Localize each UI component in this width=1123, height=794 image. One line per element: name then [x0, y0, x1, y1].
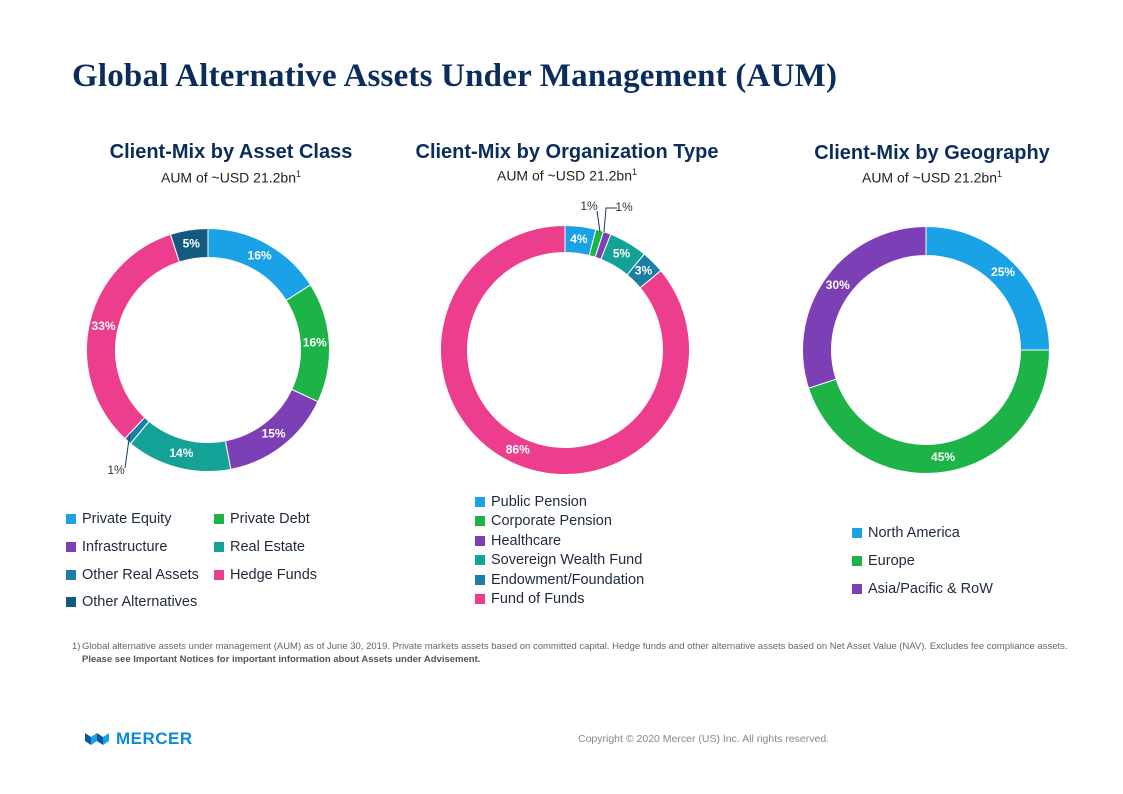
- slice-private-equity: [207, 227, 312, 302]
- data-label: 33%: [92, 319, 116, 333]
- mercer-logo-icon: [85, 733, 109, 745]
- data-label: 45%: [931, 450, 955, 464]
- legend-swatch: [475, 575, 485, 585]
- legend-label: Fund of Funds: [491, 591, 585, 607]
- chart-1-subtitle: AUM of ~USD 21.2bn1: [160, 169, 302, 186]
- legend-item-north-america: North America: [852, 525, 960, 541]
- legend-item-private-equity: Private Equity: [66, 511, 171, 527]
- data-label: 1%: [580, 199, 598, 213]
- data-label: 16%: [248, 248, 272, 262]
- legend-swatch: [852, 584, 862, 594]
- footnote-body: Global alternative assets under manageme…: [82, 641, 1068, 652]
- legend-swatch: [66, 570, 76, 580]
- legend-item-private-debt: Private Debt: [214, 511, 310, 527]
- legend-label: Europe: [868, 553, 915, 569]
- legend-label: Asia/Pacific & RoW: [868, 581, 993, 597]
- legend-item-infrastructure: Infrastructure: [66, 539, 167, 555]
- legend-swatch: [475, 536, 485, 546]
- data-label: 4%: [570, 232, 588, 246]
- legend-label: Private Debt: [230, 511, 310, 527]
- donut-chart-2: 4% 1% 1% 5% 3% 86%: [440, 199, 690, 475]
- mercer-logo-text: MERCER: [116, 729, 193, 748]
- legend-label: Private Equity: [82, 511, 172, 527]
- legend-label: Corporate Pension: [491, 513, 612, 529]
- data-label: 5%: [613, 247, 631, 261]
- slice-hedge-funds: [86, 233, 181, 440]
- chart-2-title: Client-Mix by Organization Type: [415, 141, 719, 163]
- footnote-number: 1): [72, 641, 81, 652]
- legend-swatch: [852, 528, 862, 538]
- slice-fund-of-funds: [440, 224, 690, 475]
- legend-label: Sovereign Wealth Fund: [491, 552, 643, 568]
- footnote-text: Global alternative assets under manageme…: [72, 640, 1082, 666]
- legend-swatch: [475, 516, 485, 526]
- legend-item-hedge-funds: Hedge Funds: [214, 567, 317, 583]
- slice-europe: [807, 349, 1051, 474]
- slice-asia-pacific-row: [802, 225, 927, 389]
- data-label: 30%: [826, 278, 850, 292]
- legend-swatch: [475, 594, 485, 604]
- copyright: Copyright © 2020 Mercer (US) Inc. All ri…: [578, 733, 830, 745]
- legend-swatch: [475, 497, 485, 507]
- legend-label: Other Alternatives: [82, 594, 198, 610]
- chart-2-subtitle: AUM of ~USD 21.2bn1: [496, 167, 638, 184]
- data-label: 25%: [991, 265, 1015, 279]
- leader-line: [603, 207, 617, 233]
- legend-item-healthcare: Healthcare: [475, 533, 561, 549]
- legend-swatch: [214, 570, 224, 580]
- mercer-logo: MERCER: [84, 729, 193, 749]
- legend-item-corporate-pension: Corporate Pension: [475, 513, 612, 529]
- legend-label: Endowment/Foundation: [491, 572, 645, 588]
- data-label: 16%: [303, 335, 327, 349]
- legend-label: Public Pension: [491, 494, 587, 510]
- data-label: 15%: [262, 427, 286, 441]
- chart-3-subtitle: AUM of ~USD 21.2bn1: [861, 169, 1003, 186]
- legend-item-other-alternatives: Other Alternatives: [66, 594, 197, 610]
- legend-swatch: [66, 514, 76, 524]
- legend-item-europe: Europe: [852, 553, 915, 569]
- legend-swatch: [66, 597, 76, 607]
- page-title: Global Alternative Assets Under Manageme…: [72, 58, 838, 94]
- legend-swatch: [66, 542, 76, 552]
- legend-label: Infrastructure: [82, 539, 168, 555]
- slice-other-alternatives: [169, 227, 209, 263]
- leader-line: [596, 210, 601, 233]
- data-label: 14%: [169, 446, 193, 460]
- legend-swatch: [214, 514, 224, 524]
- slice-north-america: [925, 225, 1051, 351]
- data-label: 1%: [107, 463, 125, 477]
- chart-1-title: Client-Mix by Asset Class: [109, 141, 353, 163]
- legend-swatch: [852, 556, 862, 566]
- legend-item-fund-of-funds: Fund of Funds: [475, 591, 585, 607]
- data-label: 5%: [183, 236, 201, 250]
- data-label: 3%: [635, 264, 653, 278]
- leader-line: [124, 431, 131, 469]
- legend-item-real-estate: Real Estate: [214, 539, 305, 555]
- footnote: 1) Global alternative assets under manag…: [72, 640, 1082, 666]
- legend-label: Real Estate: [230, 539, 305, 555]
- legend-swatch: [475, 555, 485, 565]
- data-label: 86%: [506, 443, 530, 457]
- legend-swatch: [214, 542, 224, 552]
- legend-item-other-real-assets: Other Real Assets: [66, 567, 199, 583]
- donut-chart-1: 16% 16% 15% 14% 1% 33% 5%: [86, 227, 330, 477]
- legend-label: Hedge Funds: [230, 567, 318, 583]
- footnote-notice: Please see Important Notices for importa…: [82, 654, 481, 665]
- data-label: 1%: [615, 200, 633, 214]
- legend-label: Other Real Assets: [82, 567, 199, 583]
- chart-3-title: Client-Mix by Geography: [814, 142, 1050, 164]
- donut-chart-3: 25% 45% 30%: [802, 225, 1051, 474]
- legend-item-sovereign-wealth-fund: Sovereign Wealth Fund: [475, 552, 642, 568]
- legend-label: North America: [868, 525, 960, 541]
- legend-item-endowment-foundation: Endowment/Foundation: [475, 572, 644, 588]
- legend-item-asia-pacific-row: Asia/Pacific & RoW: [852, 581, 993, 597]
- legend-item-public-pension: Public Pension: [475, 494, 587, 510]
- legend-label: Healthcare: [491, 533, 562, 549]
